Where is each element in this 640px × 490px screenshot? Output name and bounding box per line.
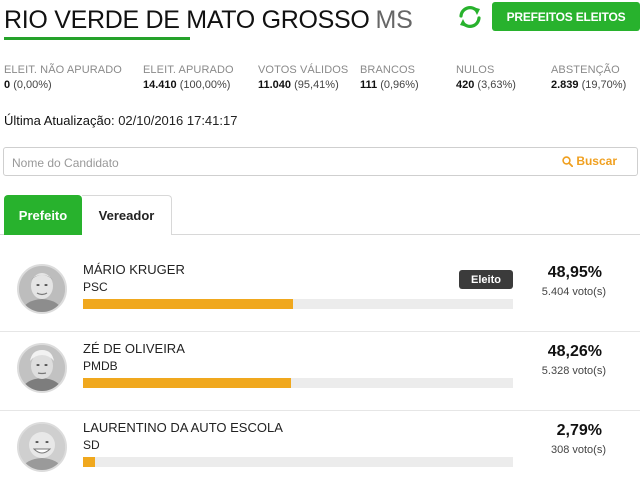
candidate-votes: 5.404 voto(s) (541, 286, 606, 298)
candidate-party: PSC (83, 280, 108, 294)
vote-share-bar (83, 299, 513, 309)
stat-percent: (0,00%) (13, 79, 52, 91)
elected-badge: Eleito (459, 270, 513, 289)
candidate-percent: 48,26% (547, 343, 602, 360)
refresh-icon[interactable] (456, 4, 484, 30)
stat-number: 14.410 (143, 79, 177, 91)
candidate-photo (17, 264, 67, 314)
search-button[interactable]: Buscar (562, 154, 617, 168)
stat-abstencao: ABSTENÇÃO 2.839 (19,70%) (551, 64, 626, 91)
page-title: RIO VERDE DE MATO GROSSO MS (4, 6, 413, 35)
stat-brancos: BRANCOS 111 (0,96%) (360, 64, 419, 91)
state-abbr: MS (375, 6, 413, 34)
candidate-percent: 48,95% (547, 264, 602, 281)
stat-eleit-nao-apurado: ELEIT. NÃO APURADO 0 (0,00%) (4, 64, 122, 91)
row-divider (0, 410, 640, 411)
vote-share-fill (83, 378, 291, 388)
stat-label: VOTOS VÁLIDOS (258, 64, 349, 76)
vote-share-bar (83, 457, 513, 467)
candidate-photo (17, 422, 67, 472)
stat-eleit-apurado: ELEIT. APURADO 14.410 (100,00%) (143, 64, 234, 91)
last-update-label: Última Atualização: (4, 113, 115, 128)
candidate-name: LAURENTINO DA AUTO ESCOLA (83, 420, 283, 435)
candidate-party: SD (83, 438, 100, 452)
stat-percent: (100,00%) (179, 79, 231, 91)
search-icon (562, 155, 574, 167)
stat-percent: (95,41%) (294, 79, 339, 91)
stat-label: NULOS (456, 64, 495, 76)
tab-prefeito[interactable]: Prefeito (4, 195, 82, 235)
stat-label: BRANCOS (360, 64, 416, 76)
prefeitos-eleitos-button[interactable]: PREFEITOS ELEITOS (492, 2, 640, 31)
search-button-label: Buscar (576, 154, 617, 168)
stats-row: ELEIT. NÃO APURADO 0 (0,00%) ELEIT. APUR… (0, 64, 640, 98)
candidate-party: PMDB (83, 359, 118, 373)
candidate-votes: 5.328 voto(s) (541, 365, 606, 377)
last-update-value: 02/10/2016 17:41:17 (118, 113, 238, 128)
search-box: Buscar (3, 147, 638, 176)
candidate-search-input[interactable] (10, 151, 514, 174)
stat-number: 2.839 (551, 79, 579, 91)
stat-number: 111 (360, 79, 378, 91)
stat-label: ELEIT. NÃO APURADO (4, 64, 122, 76)
candidate-percent: 2,79% (556, 422, 602, 439)
candidate-name: MÁRIO KRUGER (83, 262, 185, 277)
row-divider (0, 331, 640, 332)
office-tabs: Prefeito Vereador (0, 195, 640, 235)
stat-number: 0 (4, 79, 11, 91)
stat-number: 420 (456, 79, 475, 91)
candidate-row[interactable]: ZÉ DE OLIVEIRA PMDB 48,26% 5.328 voto(s) (0, 333, 640, 411)
stat-nulos: NULOS 420 (3,63%) (456, 64, 516, 91)
last-update: Última Atualização: 02/10/2016 17:41:17 (4, 113, 237, 128)
stat-number: 11.040 (258, 79, 292, 91)
candidate-row[interactable]: LAURENTINO DA AUTO ESCOLA SD 2,79% 308 v… (0, 412, 640, 490)
candidate-votes: 308 voto(s) (550, 444, 606, 456)
city-name: RIO VERDE DE MATO GROSSO (4, 6, 370, 34)
stat-label: ABSTENÇÃO (551, 64, 620, 76)
stat-percent: (3,63%) (477, 79, 516, 91)
tab-vereador[interactable]: Vereador (82, 195, 172, 235)
vote-share-fill (83, 457, 95, 467)
candidate-name: ZÉ DE OLIVEIRA (83, 341, 185, 356)
tabs-baseline (0, 234, 640, 235)
vote-share-fill (83, 299, 294, 309)
stat-percent: (0,96%) (380, 79, 419, 91)
title-underline (4, 37, 190, 40)
candidate-row[interactable]: MÁRIO KRUGER PSC Eleito 48,95% 5.404 vot… (0, 254, 640, 332)
candidate-photo (17, 343, 67, 393)
stat-label: ELEIT. APURADO (143, 64, 234, 76)
stat-votos-validos: VOTOS VÁLIDOS 11.040 (95,41%) (258, 64, 348, 91)
vote-share-bar (83, 378, 513, 388)
stat-percent: (19,70%) (581, 79, 627, 91)
